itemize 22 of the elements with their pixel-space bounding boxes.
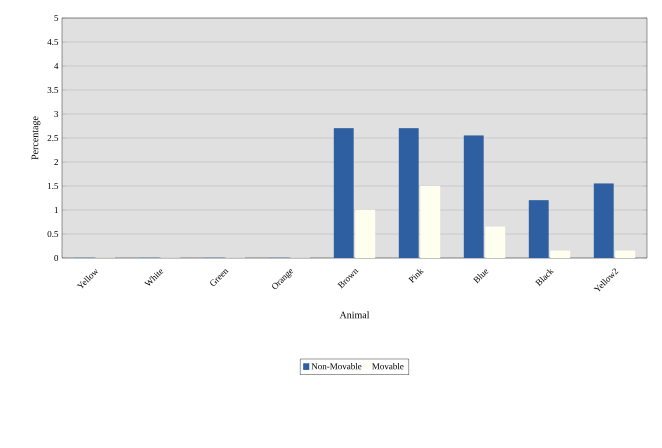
bar (398, 128, 419, 258)
y-tick-label: 3 (54, 110, 58, 118)
bar (334, 128, 354, 258)
y-tick-label: 0 (54, 254, 58, 262)
y-tick-label: 1 (54, 207, 58, 213)
y-tick-label: 2.5 (48, 134, 58, 142)
y-tick-label: 4 (54, 63, 58, 69)
y-axis-title: Percentage (32, 116, 40, 160)
y-tick-label: 1.5 (48, 182, 58, 190)
bar (594, 183, 614, 258)
y-tick-label: 4.5 (47, 38, 58, 46)
y-tick-label: 2 (54, 159, 58, 165)
y-tick-label: 0.5 (48, 230, 58, 238)
legend-label: Non-Movable (312, 363, 362, 370)
bar (528, 200, 549, 258)
y-tick-label: 3.5 (48, 86, 58, 94)
x-tick-label: Pink (408, 268, 424, 284)
x-tick-label: Blue (472, 270, 488, 284)
y-tick-label: 5 (54, 15, 58, 21)
x-axis-title: Animal (340, 311, 370, 318)
bar (464, 135, 484, 258)
legend-label: Movable (372, 363, 404, 370)
